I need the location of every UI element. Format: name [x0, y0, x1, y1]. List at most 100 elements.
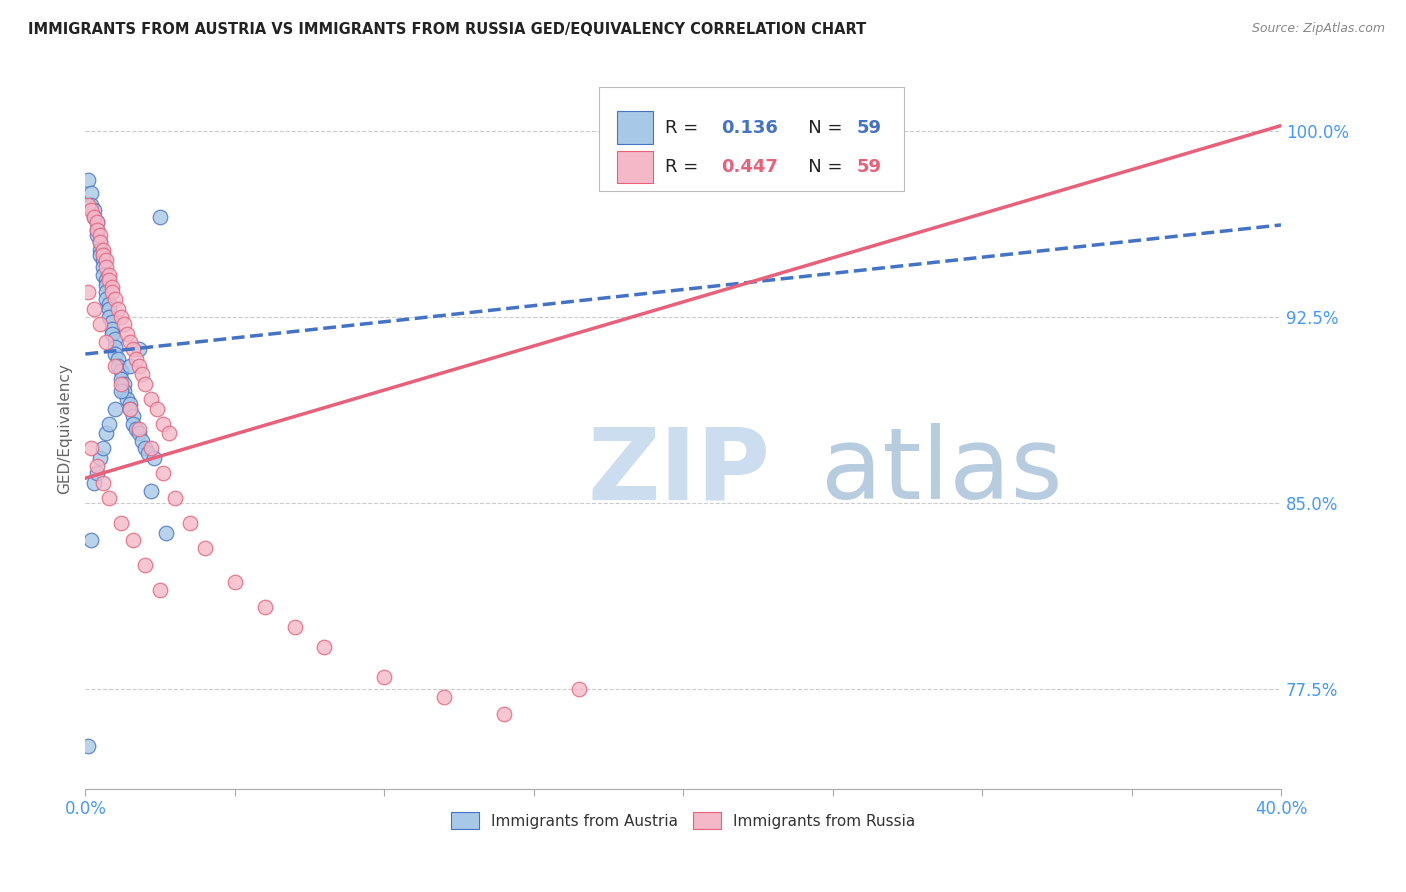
- Point: [89, 451, 111, 466]
- Point: [139, 483, 162, 498]
- Point: [157, 426, 180, 441]
- Point: [91, 442, 114, 456]
- Point: [96, 260, 118, 274]
- Point: [89, 227, 111, 242]
- Text: 0.447: 0.447: [721, 158, 779, 176]
- Point: [122, 533, 145, 548]
- Point: [120, 401, 142, 416]
- Point: [98, 268, 121, 282]
- Point: [83, 202, 105, 217]
- Point: [83, 211, 105, 225]
- Point: [101, 327, 124, 342]
- Point: [122, 342, 145, 356]
- Point: [89, 248, 111, 262]
- Point: [83, 476, 105, 491]
- Point: [86, 458, 108, 473]
- Point: [152, 467, 174, 481]
- Point: [91, 268, 114, 282]
- Point: [101, 285, 124, 299]
- Point: [96, 334, 118, 349]
- Text: IMMIGRANTS FROM AUSTRIA VS IMMIGRANTS FROM RUSSIA GED/EQUIVALENCY CORRELATION CH: IMMIGRANTS FROM AUSTRIA VS IMMIGRANTS FR…: [28, 22, 866, 37]
- Point: [98, 310, 121, 324]
- Point: [139, 442, 162, 456]
- Point: [128, 342, 150, 356]
- Point: [83, 211, 105, 225]
- Point: [86, 223, 108, 237]
- Point: [77, 173, 100, 187]
- Point: [104, 347, 127, 361]
- Point: [110, 364, 132, 378]
- Point: [131, 367, 153, 381]
- Point: [89, 243, 111, 257]
- Point: [110, 310, 132, 324]
- Point: [120, 334, 142, 349]
- Legend: Immigrants from Austria, Immigrants from Russia: Immigrants from Austria, Immigrants from…: [446, 806, 921, 835]
- Point: [89, 235, 111, 250]
- Point: [143, 451, 166, 466]
- Point: [110, 384, 132, 399]
- Point: [253, 600, 276, 615]
- Point: [80, 198, 103, 212]
- Point: [115, 327, 138, 342]
- Point: [77, 739, 100, 754]
- FancyBboxPatch shape: [599, 87, 904, 191]
- Point: [80, 533, 103, 548]
- Point: [91, 248, 114, 262]
- Point: [125, 421, 148, 435]
- Point: [314, 640, 336, 654]
- Point: [107, 302, 129, 317]
- Point: [83, 302, 105, 317]
- Point: [125, 351, 148, 366]
- Point: [101, 280, 124, 294]
- Point: [110, 372, 132, 386]
- Point: [96, 285, 118, 299]
- Point: [179, 516, 201, 530]
- Text: Source: ZipAtlas.com: Source: ZipAtlas.com: [1251, 22, 1385, 36]
- Point: [91, 476, 114, 491]
- Text: ZIP: ZIP: [588, 423, 770, 520]
- Text: atlas: atlas: [821, 423, 1063, 520]
- Y-axis label: GED/Equivalency: GED/Equivalency: [58, 363, 72, 494]
- Point: [91, 260, 114, 274]
- Point: [128, 426, 150, 441]
- Text: 59: 59: [856, 119, 882, 136]
- Point: [89, 318, 111, 332]
- Point: [91, 252, 114, 267]
- Point: [155, 525, 177, 540]
- Point: [112, 384, 135, 399]
- Point: [373, 670, 395, 684]
- Point: [128, 359, 150, 374]
- Point: [134, 376, 156, 391]
- Point: [163, 491, 186, 505]
- Point: [110, 376, 132, 391]
- Text: R =: R =: [665, 158, 710, 176]
- Point: [98, 272, 121, 286]
- Text: 0.136: 0.136: [721, 119, 779, 136]
- Point: [112, 376, 135, 391]
- Point: [224, 575, 246, 590]
- Point: [492, 706, 515, 721]
- Text: N =: N =: [790, 158, 848, 176]
- Point: [96, 272, 118, 286]
- Point: [120, 359, 142, 374]
- Point: [567, 682, 589, 697]
- Point: [134, 558, 156, 572]
- Point: [131, 434, 153, 448]
- Point: [96, 293, 118, 307]
- Point: [134, 442, 156, 456]
- Point: [98, 302, 121, 317]
- Point: [152, 417, 174, 431]
- Text: N =: N =: [790, 119, 848, 136]
- FancyBboxPatch shape: [617, 151, 654, 184]
- Point: [136, 446, 159, 460]
- Point: [77, 198, 100, 212]
- Point: [96, 426, 118, 441]
- Point: [86, 467, 108, 481]
- Point: [104, 332, 127, 346]
- Point: [77, 285, 100, 299]
- Point: [101, 315, 124, 329]
- Point: [86, 223, 108, 237]
- Text: R =: R =: [665, 119, 710, 136]
- Point: [89, 235, 111, 250]
- Point: [146, 401, 169, 416]
